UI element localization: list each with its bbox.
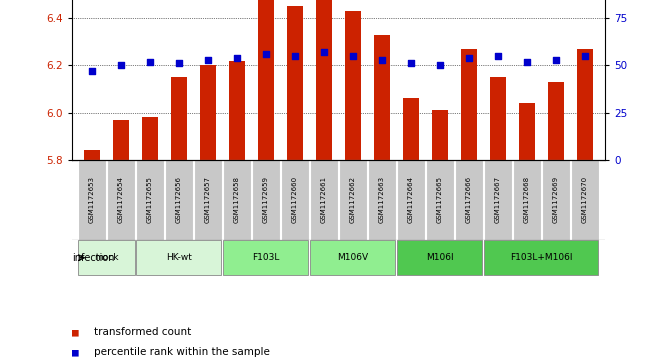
Bar: [519, 103, 535, 160]
Bar: [345, 11, 361, 160]
Bar: [113, 120, 129, 160]
Point: [435, 62, 445, 68]
Bar: [229, 61, 245, 160]
Text: GSM1172669: GSM1172669: [553, 176, 559, 223]
Text: GSM1172667: GSM1172667: [495, 176, 501, 223]
Text: GSM1172653: GSM1172653: [89, 176, 95, 223]
Text: F103L+M106I: F103L+M106I: [510, 253, 573, 262]
Text: GSM1172656: GSM1172656: [176, 176, 182, 223]
Point: [377, 57, 387, 62]
Text: percentile rank within the sample: percentile rank within the sample: [94, 347, 270, 357]
Bar: [165, 160, 193, 240]
Bar: [548, 82, 564, 160]
Bar: [194, 160, 222, 240]
Bar: [374, 34, 390, 160]
Point: [232, 55, 242, 61]
Text: F103L: F103L: [253, 253, 280, 262]
Bar: [455, 160, 483, 240]
Text: GSM1172661: GSM1172661: [321, 176, 327, 223]
Bar: [316, 0, 332, 160]
Bar: [77, 240, 135, 275]
Bar: [287, 6, 303, 160]
Text: GSM1172658: GSM1172658: [234, 176, 240, 223]
Point: [406, 61, 416, 66]
Text: M106V: M106V: [337, 253, 368, 262]
Text: GSM1172664: GSM1172664: [408, 176, 414, 223]
Text: GSM1172666: GSM1172666: [466, 176, 472, 223]
Bar: [135, 160, 164, 240]
Bar: [171, 77, 187, 160]
Text: GSM1172663: GSM1172663: [379, 176, 385, 223]
Bar: [258, 0, 274, 160]
Text: GSM1172660: GSM1172660: [292, 176, 298, 223]
Bar: [397, 160, 425, 240]
Bar: [223, 240, 308, 275]
Bar: [310, 240, 395, 275]
Bar: [403, 98, 419, 160]
Text: M106I: M106I: [426, 253, 454, 262]
Text: transformed count: transformed count: [94, 327, 191, 337]
Text: mock: mock: [94, 253, 118, 262]
Text: HK-wt: HK-wt: [166, 253, 192, 262]
Bar: [397, 240, 482, 275]
Bar: [339, 160, 367, 240]
Bar: [252, 160, 280, 240]
Bar: [484, 160, 512, 240]
Bar: [461, 49, 477, 160]
Bar: [200, 65, 216, 160]
Bar: [77, 160, 106, 240]
Point: [522, 59, 533, 65]
Point: [116, 62, 126, 68]
Bar: [432, 110, 448, 160]
Text: GSM1172670: GSM1172670: [582, 176, 588, 223]
Text: GSM1172654: GSM1172654: [118, 176, 124, 223]
Text: GSM1172665: GSM1172665: [437, 176, 443, 223]
Bar: [135, 240, 221, 275]
Text: ■: ■: [72, 327, 78, 337]
Bar: [310, 160, 339, 240]
Bar: [107, 160, 135, 240]
Point: [464, 55, 475, 61]
Text: GSM1172657: GSM1172657: [205, 176, 211, 223]
Text: GSM1172655: GSM1172655: [147, 176, 153, 223]
Bar: [281, 160, 309, 240]
Text: GSM1172662: GSM1172662: [350, 176, 356, 223]
Point: [290, 53, 300, 59]
Point: [348, 53, 358, 59]
Bar: [484, 240, 598, 275]
Point: [174, 61, 184, 66]
Bar: [490, 77, 506, 160]
Bar: [84, 150, 100, 160]
Point: [261, 51, 271, 57]
Bar: [426, 160, 454, 240]
Bar: [513, 160, 542, 240]
Text: GSM1172659: GSM1172659: [263, 176, 269, 223]
Text: ■: ■: [72, 347, 78, 357]
Point: [319, 49, 329, 55]
Bar: [542, 160, 570, 240]
Point: [202, 57, 213, 62]
Bar: [142, 117, 158, 160]
Point: [551, 57, 561, 62]
Text: GSM1172668: GSM1172668: [524, 176, 530, 223]
Text: infection: infection: [72, 253, 115, 263]
Point: [87, 68, 97, 74]
Bar: [223, 160, 251, 240]
Point: [145, 59, 155, 65]
Point: [580, 53, 590, 59]
Bar: [368, 160, 396, 240]
Bar: [571, 160, 600, 240]
Point: [493, 53, 503, 59]
Bar: [577, 49, 593, 160]
